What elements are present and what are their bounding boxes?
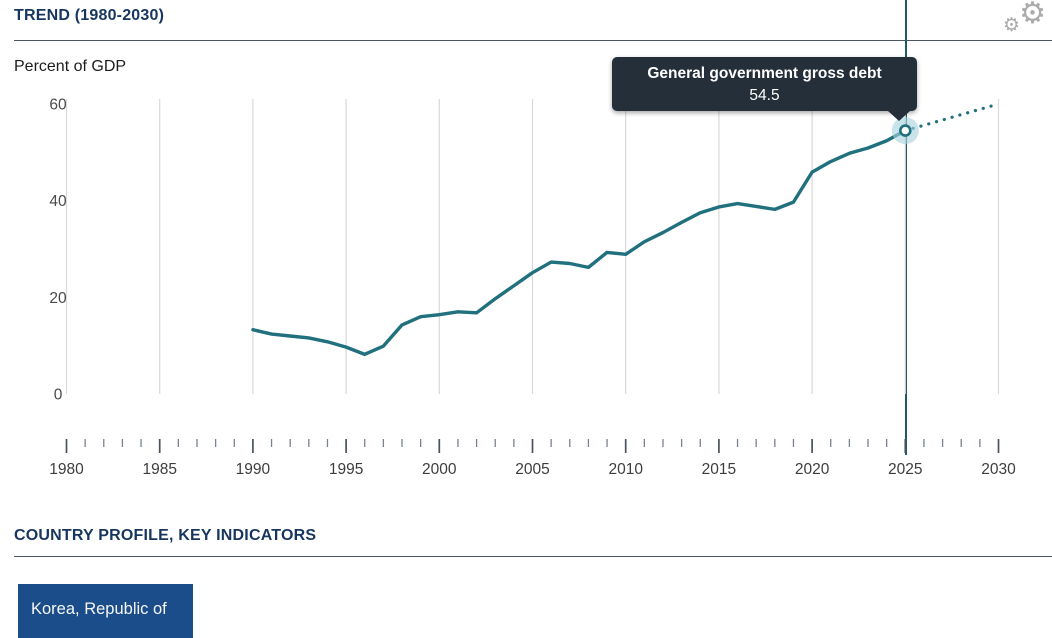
tooltip-series-name: General government gross debt bbox=[647, 64, 882, 82]
country-profile-section-title: COUNTRY PROFILE, KEY INDICATORS bbox=[14, 527, 317, 544]
chart-tooltip: General government gross debt 54.5 bbox=[612, 57, 917, 121]
svg-text:20: 20 bbox=[49, 290, 67, 307]
svg-text:1985: 1985 bbox=[142, 461, 176, 478]
gear-icon-large: ⚙ bbox=[1019, 0, 1046, 31]
svg-text:2025: 2025 bbox=[888, 461, 922, 478]
svg-text:1980: 1980 bbox=[49, 461, 84, 478]
gear-icon-small: ⚙ bbox=[1002, 14, 1020, 36]
svg-text:2030: 2030 bbox=[981, 461, 1016, 478]
svg-text:0: 0 bbox=[54, 387, 63, 404]
country-selector-button[interactable]: Korea, Republic of bbox=[18, 584, 193, 638]
tooltip-value: 54.5 bbox=[749, 86, 780, 104]
svg-text:1990: 1990 bbox=[236, 461, 271, 478]
svg-text:2005: 2005 bbox=[515, 461, 549, 478]
gdp-debt-line-chart[interactable]: 0 20 40 60 1980 1985 1990 1995 2000 2005 2010 2015 2… bbox=[0, 90, 1052, 480]
svg-text:2015: 2015 bbox=[702, 461, 736, 478]
header-divider bbox=[14, 40, 1052, 41]
footer-divider bbox=[14, 556, 1052, 557]
settings-gears-icon[interactable]: ⚙ ⚙ bbox=[998, 0, 1050, 42]
hover-year-marker-line bbox=[905, 0, 907, 455]
tooltip-arrow bbox=[888, 111, 910, 121]
y-axis-unit-label: Percent of GDP bbox=[14, 58, 127, 75]
svg-text:2010: 2010 bbox=[608, 461, 643, 478]
trend-chart[interactable]: 0 20 40 60 1980 1985 1990 1995 2000 2005 2010 2015 2… bbox=[0, 90, 1052, 480]
svg-text:2020: 2020 bbox=[795, 461, 830, 478]
svg-text:1995: 1995 bbox=[329, 461, 363, 478]
svg-text:40: 40 bbox=[49, 193, 67, 210]
svg-text:2000: 2000 bbox=[422, 461, 457, 478]
trend-section-title: TREND (1980-2030) bbox=[14, 7, 165, 24]
svg-text:60: 60 bbox=[49, 97, 67, 114]
